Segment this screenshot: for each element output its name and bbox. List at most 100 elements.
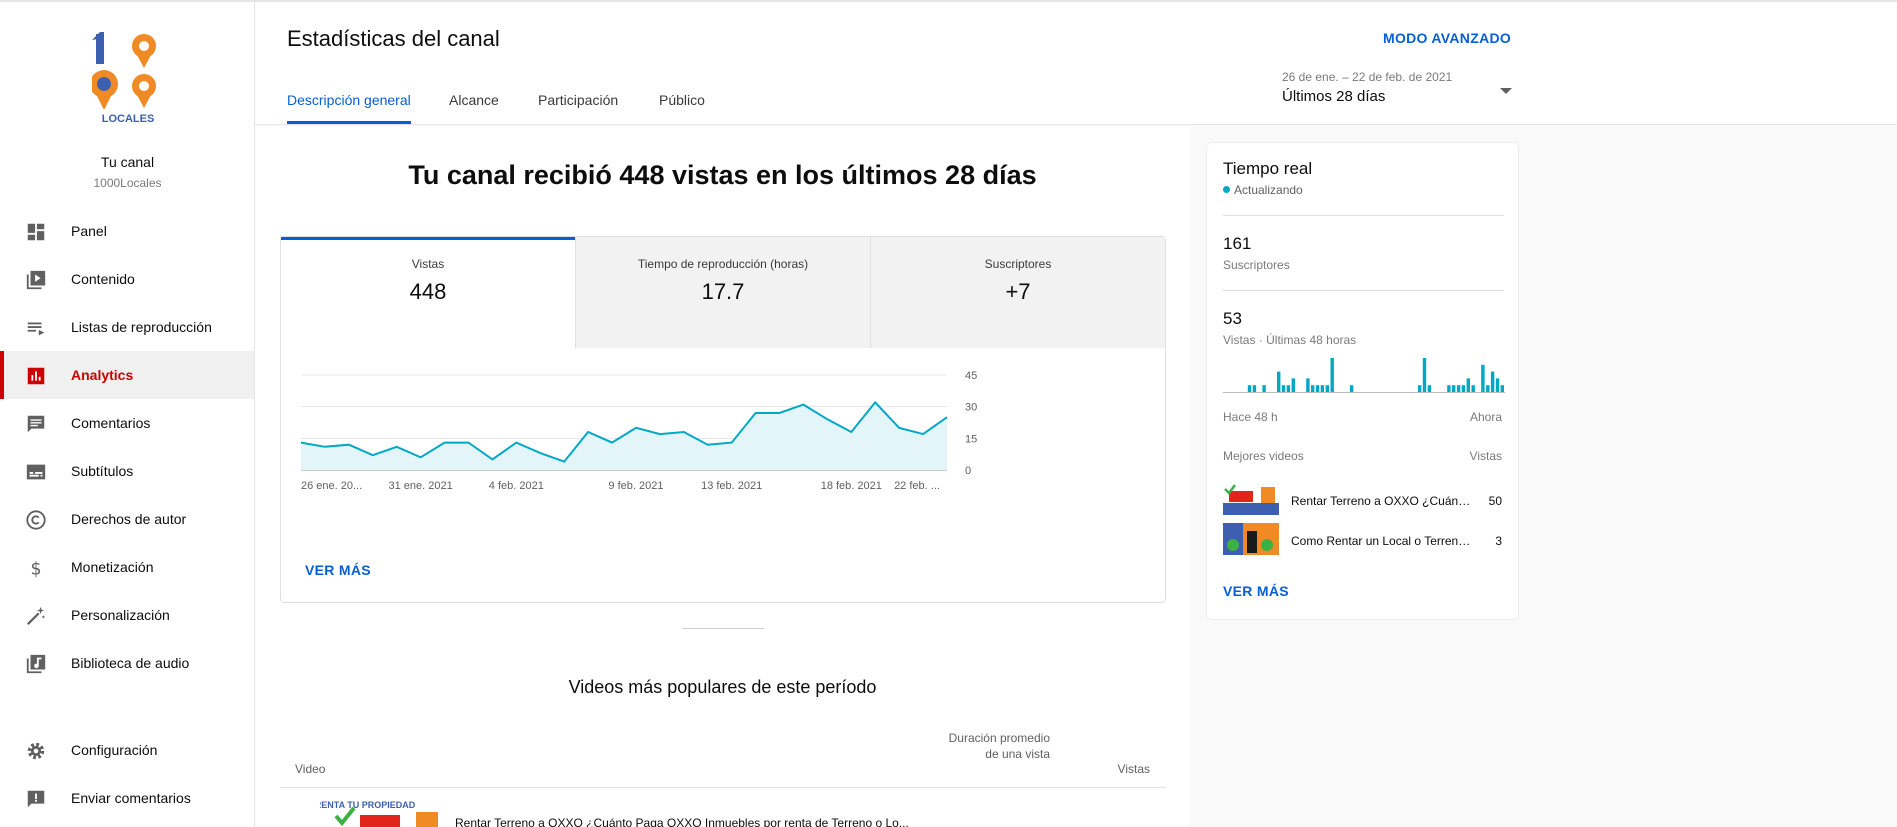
chart-bar <box>1486 385 1490 392</box>
tab-overview[interactable]: Descripción general <box>287 92 411 124</box>
tab-reach[interactable]: Alcance <box>449 92 499 108</box>
sidebar-item-analytics[interactable]: Analytics <box>0 351 254 399</box>
chart-bar <box>1315 385 1320 392</box>
channel-title: Tu canal <box>100 154 155 170</box>
sidebar-item-personalizacion[interactable]: Personalización <box>0 591 254 639</box>
video-library-icon <box>26 270 46 290</box>
y-tick-label: 15 <box>965 433 977 445</box>
chart-bar <box>1286 385 1291 392</box>
analytics-icon <box>27 367 45 385</box>
top-video-title[interactable]: Rentar Terreno a OXXO ¿Cuánto Paga OXXO … <box>1291 494 1471 508</box>
y-tick-label: 30 <box>965 402 977 414</box>
views-headline: Tu canal recibió 448 vistas en los últim… <box>408 160 1037 190</box>
y-tick-label: 45 <box>965 370 977 382</box>
sidebar-item-configuracion[interactable]: Configuración <box>0 726 254 774</box>
chart-bar <box>1452 385 1456 392</box>
top-videos-views-label: Vistas <box>1469 449 1502 463</box>
realtime-views-label: Vistas · Últimas 48 horas <box>1223 333 1357 347</box>
x-tick-label: 18 feb. 2021 <box>821 480 882 492</box>
channel-logo[interactable]: LOCALES <box>90 26 164 126</box>
video-thumbnail[interactable] <box>1223 523 1279 555</box>
sidebar-item-subtitulos[interactable]: Subtítulos <box>0 447 254 495</box>
metric-tab-views[interactable]: Vistas 448 <box>281 237 575 348</box>
top-video-views: 3 <box>1495 534 1502 548</box>
sidebar-item-panel[interactable]: Panel <box>0 207 254 255</box>
divider <box>1223 290 1504 291</box>
realtime-title: Tiempo real <box>1223 159 1313 178</box>
chart-bar <box>1500 385 1504 392</box>
tab-engagement[interactable]: Participación <box>538 92 619 108</box>
popular-videos-title: Videos más populares de este período <box>568 677 877 697</box>
realtime-subscribers-label: Suscriptores <box>1223 258 1290 272</box>
metrics-card: Vistas 448 Tiempo de reproducción (horas… <box>280 236 1166 603</box>
top-videos-label: Mejores videos <box>1223 449 1304 463</box>
chart-bar <box>1281 385 1286 392</box>
sidebar-item-label: Panel <box>71 223 107 239</box>
sidebar-item-feedback[interactable]: Enviar comentarios <box>0 774 254 822</box>
chart-bar <box>1466 378 1470 392</box>
sidebar-item-comentarios[interactable]: Comentarios <box>0 399 254 447</box>
sidebar-item-contenido[interactable]: Contenido <box>0 255 254 303</box>
chart-bar <box>1427 385 1432 392</box>
metric-tab-watch-time[interactable]: Tiempo de reproducción (horas) 17.7 <box>576 237 870 348</box>
sidebar-item-label: Comentarios <box>71 415 151 431</box>
chart-bar <box>1291 378 1295 392</box>
date-range-selector[interactable]: 26 de ene. – 22 de feb. de 2021 Últimos … <box>1282 70 1512 105</box>
column-header-avg-duration: Duración promedio de una vista <box>948 731 1050 761</box>
date-range-dates: 26 de ene. – 22 de feb. de 2021 <box>1282 70 1453 84</box>
video-title[interactable]: Rentar Terreno a OXXO ¿Cuánto Paga OXXO … <box>455 816 909 827</box>
realtime-see-more-button[interactable]: VER MÁS <box>1223 583 1289 599</box>
sidebar-item-playlists[interactable]: Listas de reproducción <box>0 303 254 351</box>
copyright-icon <box>26 510 46 530</box>
sidebar-item-copyright[interactable]: Derechos de autor <box>0 495 254 543</box>
tab-audience[interactable]: Público <box>659 92 705 108</box>
chart-bar <box>1252 385 1257 392</box>
top-video-title[interactable]: Como Rentar un Local o Terreno a OXXO <box>1291 534 1471 548</box>
divider <box>575 237 576 348</box>
realtime-views-value: 53 <box>1223 309 1242 328</box>
sidebar-item-label: Analytics <box>71 367 134 383</box>
x-tick-label: 26 ene. 20... <box>301 480 362 492</box>
chart-axis-right-label: Ahora <box>1469 410 1502 424</box>
feedback-icon <box>27 790 45 808</box>
channel-handle: 1000Locales <box>93 176 162 190</box>
x-tick-label: 4 feb. 2021 <box>489 480 544 492</box>
views-chart: 0 15 30 45 26 ene. 20... 31 ene. 2021 4 feb. 2… <box>300 370 977 492</box>
realtime-status: Actualizando <box>1234 183 1303 197</box>
y-tick-label: 0 <box>965 465 971 477</box>
chart-bar <box>1320 385 1325 392</box>
divider <box>280 787 1166 788</box>
sidebar-item-label: Personalización <box>71 607 170 623</box>
playlist-icon <box>27 322 45 336</box>
chart-bar <box>1447 385 1451 392</box>
metric-tab-subscribers[interactable]: Suscriptores +7 <box>871 237 1165 348</box>
svg-text:RENTA TU PROPIEDAD: RENTA TU PROPIEDAD <box>320 800 416 810</box>
realtime-views-chart <box>1223 358 1505 393</box>
sidebar-item-label: Subtítulos <box>71 463 134 479</box>
chart-axis-left-label: Hace 48 h <box>1223 410 1278 424</box>
chart-bar <box>1471 385 1475 392</box>
video-thumbnail[interactable] <box>1223 483 1279 515</box>
page-header: Estadísticas del canal MODO AVANZADO Des… <box>255 2 1897 125</box>
realtime-card: Tiempo real Actualizando 161 Suscriptore… <box>1206 142 1519 620</box>
chart-bar <box>1247 385 1252 392</box>
sidebar-item-monetizacion[interactable]: $ Monetización <box>0 543 254 591</box>
chart-bar <box>1330 358 1334 392</box>
chart-bar <box>1490 371 1495 392</box>
subtitles-icon <box>26 464 46 480</box>
sidebar-item-label: Monetización <box>71 559 154 575</box>
metric-value: 448 <box>409 279 447 304</box>
dashboard-icon <box>27 223 45 241</box>
sidebar-item-audio[interactable]: Biblioteca de audio <box>0 639 254 687</box>
advanced-mode-button[interactable]: MODO AVANZADO <box>1383 30 1512 46</box>
magic-wand-icon <box>26 606 46 626</box>
sidebar-item-label: Configuración <box>71 742 158 758</box>
divider <box>870 237 871 348</box>
see-more-button[interactable]: VER MÁS <box>305 562 371 578</box>
sidebar-item-label: Listas de reproducción <box>71 319 212 335</box>
main-content: Tu canal recibió 448 vistas en los últim… <box>255 126 1190 827</box>
chart-bar <box>1349 385 1354 392</box>
divider <box>1223 215 1504 216</box>
audio-library-icon <box>26 654 46 674</box>
video-thumbnail[interactable]: RENTA TU PROPIEDAD <box>320 798 440 827</box>
